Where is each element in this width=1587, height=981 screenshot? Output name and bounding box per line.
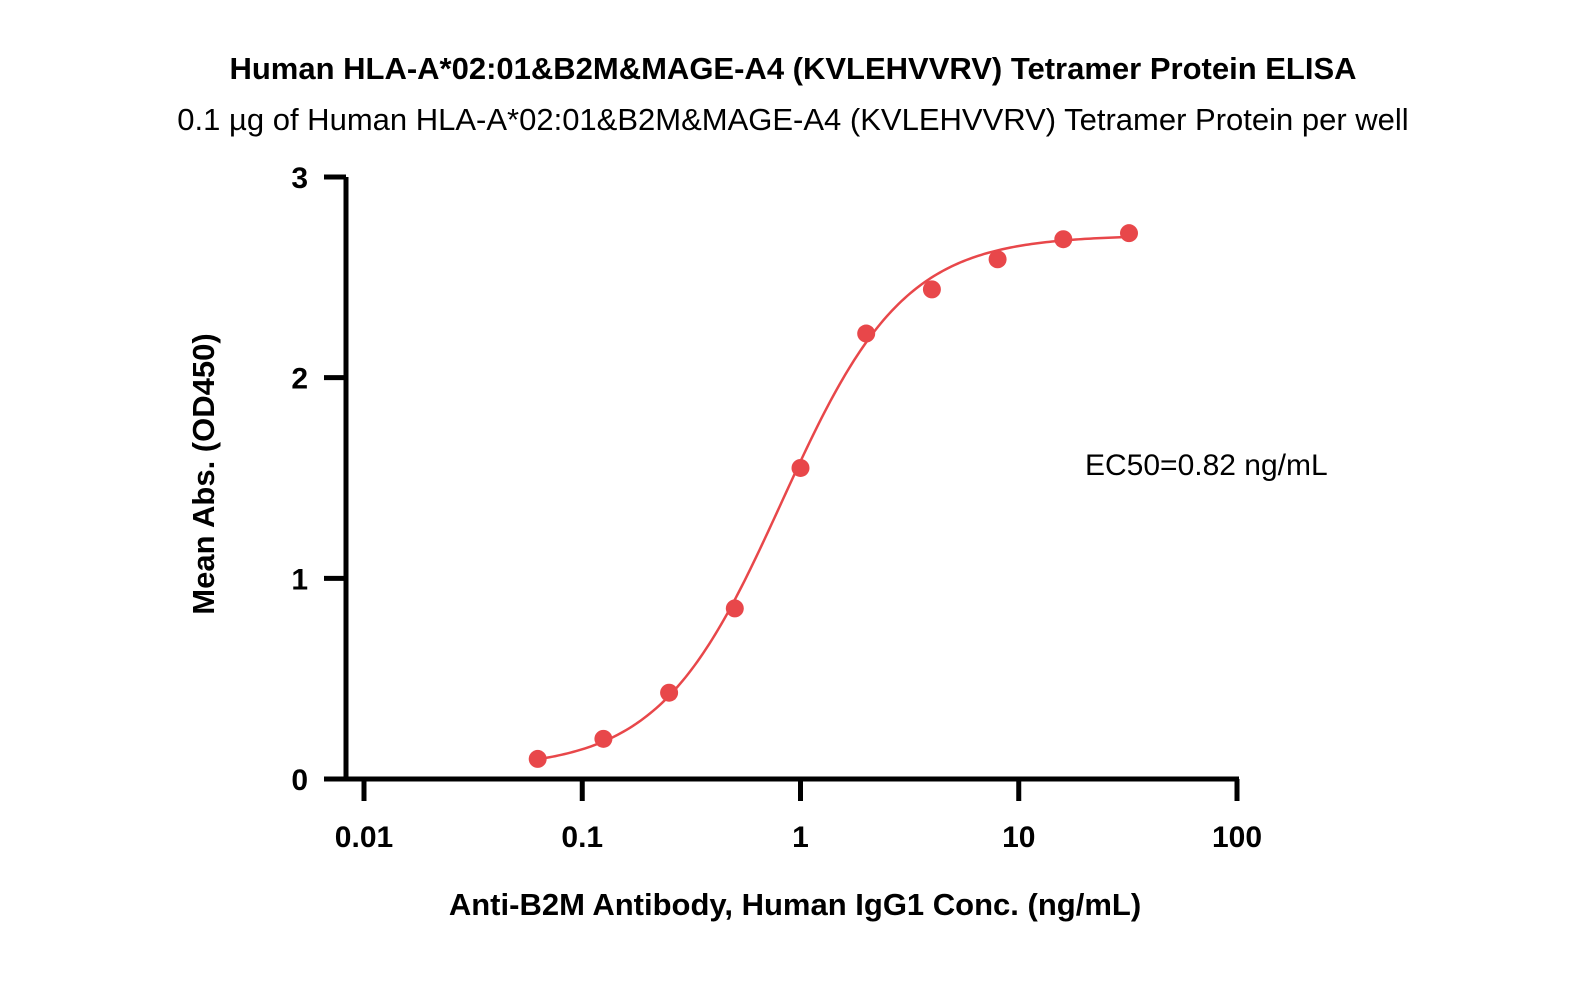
ec50-annotation: EC50=0.82 ng/mL [1085, 449, 1328, 482]
x-axis-label: Anti-B2M Antibody, Human IgG1 Conc. (ng/… [449, 887, 1141, 922]
data-points [528, 224, 1138, 768]
x-tick-label-2: 1 [792, 821, 809, 854]
y-axis-label: Mean Abs. (OD450) [186, 333, 221, 614]
x-tick-label-0: 0.01 [335, 821, 393, 854]
axes: 0 1 2 3 0.01 0.1 1 10 100 [291, 162, 1262, 854]
y-tick-label-2: 2 [291, 363, 308, 396]
fit-curve-group [537, 235, 1130, 761]
data-point-0-0 [528, 749, 547, 768]
data-point-0-9 [1119, 224, 1138, 243]
data-point-0-2 [660, 683, 679, 702]
y-tick-label-0: 0 [291, 764, 308, 797]
y-tick-label-3: 3 [291, 162, 308, 195]
data-point-0-8 [1054, 230, 1073, 249]
data-point-0-3 [725, 599, 744, 618]
data-point-0-4 [791, 458, 810, 477]
data-point-0-7 [988, 250, 1007, 269]
x-tick-label-1: 0.1 [561, 821, 603, 854]
chart-subtitle: 0.1 µg of Human HLA-A*02:01&B2M&MAGE-A4 … [177, 102, 1408, 137]
y-tick-label-1: 1 [291, 563, 308, 596]
chart-title: Human HLA-A*02:01&B2M&MAGE-A4 (KVLEHVVRV… [229, 51, 1356, 86]
x-tick-label-3: 10 [1002, 821, 1035, 854]
data-point-0-5 [857, 324, 876, 343]
x-tick-label-4: 100 [1212, 821, 1262, 854]
data-point-0-1 [594, 729, 613, 748]
data-point-0-6 [922, 280, 941, 299]
fit-curve [537, 235, 1130, 761]
